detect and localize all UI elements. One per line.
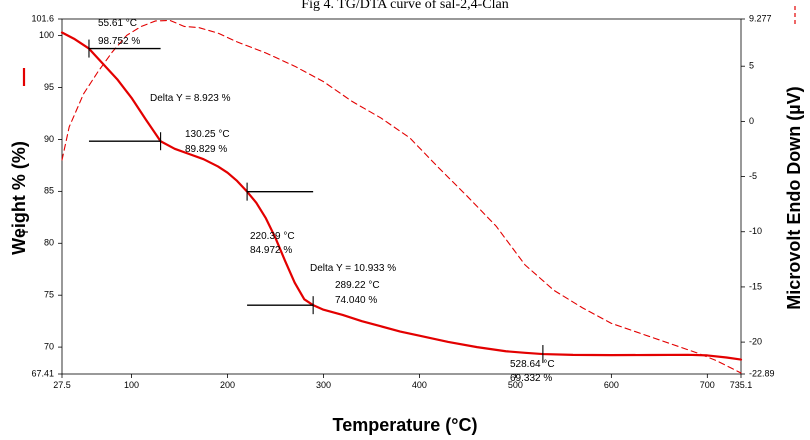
delta-label-2: Delta Y = 10.933 % <box>310 263 396 274</box>
right-axis-ticks: -22.89 -20 -15 -10 -5 0 5 9.277 <box>741 13 775 378</box>
left-tick-label: 75 <box>44 290 54 300</box>
right-tick-label: 5 <box>749 61 754 71</box>
bottom-tick-label: 200 <box>220 380 235 390</box>
point-label-3-temp: 220.39 °C <box>250 231 295 242</box>
right-tick-label: 9.277 <box>749 13 772 23</box>
right-axis-title: Microvolt Endo Down (µV) <box>784 86 804 309</box>
right-tick-label: 0 <box>749 116 754 126</box>
left-axis-title: Weight % (%) <box>9 141 29 255</box>
x-axis-title: Temperature (°C) <box>333 415 478 435</box>
bottom-tick-label: 100 <box>124 380 139 390</box>
bottom-tick-label: 700 <box>700 380 715 390</box>
bottom-tick-label: 500 <box>508 380 523 390</box>
left-tick-label: 67.41 <box>31 368 54 378</box>
point-label-3-pct: 84.972 % <box>250 245 292 256</box>
bottom-tick-label: 400 <box>412 380 427 390</box>
dta-series-line <box>61 19 742 374</box>
point-label-2-temp: 130.25 °C <box>185 129 230 140</box>
delta-label-1: Delta Y = 8.923 % <box>150 93 231 104</box>
bottom-tick-label: 600 <box>604 380 619 390</box>
right-tick-label: -15 <box>749 281 762 291</box>
left-tick-label: 85 <box>44 186 54 196</box>
bottom-axis-ticks: 27.5 100 200 300 400 500 600 700 735.1 <box>53 374 752 390</box>
point-label-1-temp: 55.61 °C <box>98 18 137 29</box>
bottom-tick-label: 300 <box>316 380 331 390</box>
left-tick-label: 80 <box>44 238 54 248</box>
point-label-4-pct: 74.040 % <box>335 295 377 306</box>
point-label-5-pct: 69.332 % <box>510 373 552 384</box>
point-label-5-temp: 528.64 °C <box>510 359 555 370</box>
right-tick-label: -10 <box>749 226 762 236</box>
point-label-4-temp: 289.22 °C <box>335 280 380 291</box>
left-axis-ticks: 67.41 70 75 80 85 90 95 100 101.6 <box>31 13 62 378</box>
chart-title: Fig 4. TG/DTA curve of sal-2,4-Clan <box>301 0 508 12</box>
bottom-tick-label: 27.5 <box>53 380 71 390</box>
left-legend-swatch <box>20 68 28 233</box>
plot-frame <box>61 18 742 375</box>
right-tick-label: -22.89 <box>749 368 775 378</box>
left-tick-label: 101.6 <box>31 13 54 23</box>
right-tick-label: -5 <box>749 171 757 181</box>
tg-series-line <box>60 31 743 361</box>
plot-border <box>61 18 742 375</box>
point-label-2-pct: 89.829 % <box>185 144 227 155</box>
left-tick-label: 90 <box>44 134 54 144</box>
point-label-1-pct: 98.752 % <box>98 36 140 47</box>
right-tick-label: -20 <box>749 336 762 346</box>
left-tick-label: 100 <box>39 30 54 40</box>
step-marker-layer <box>88 39 544 364</box>
left-tick-label: 70 <box>44 341 54 351</box>
left-tick-label: 95 <box>44 82 54 92</box>
bottom-tick-label: 735.1 <box>730 380 753 390</box>
series-layer <box>60 19 743 374</box>
